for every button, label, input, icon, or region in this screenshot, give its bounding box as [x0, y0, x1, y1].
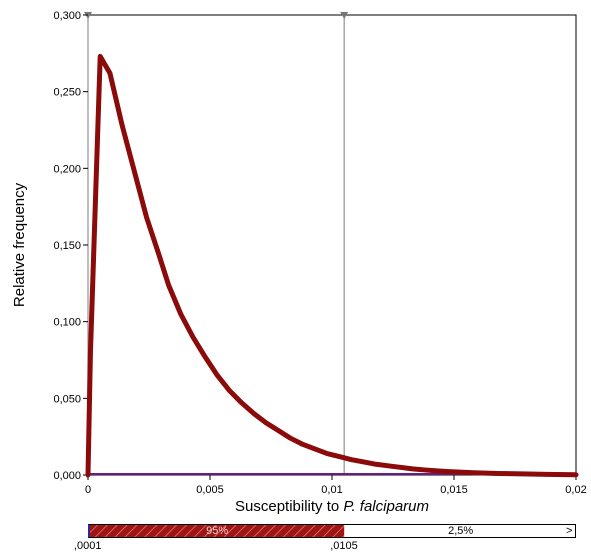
y-tick-label: 0,050 [53, 393, 81, 405]
marker-lines[interactable] [84, 12, 349, 475]
y-tick-label: 0,000 [53, 470, 81, 482]
y-axis-ticks: 0,000 0,050 0,100 0,150 0,200 0,250 0,300 [53, 10, 88, 482]
interval-band[interactable]: 95% 2,5% > [88, 524, 576, 538]
plot-frame [87, 14, 577, 476]
interval-upper-label: ,0105 [330, 540, 358, 552]
x-axis-label: Susceptibility to P. falciparum [235, 498, 429, 515]
x-axis-ticks: 0 0,005 0,01 0,015 0,02 [85, 475, 587, 496]
y-tick-label: 0,100 [53, 317, 81, 329]
x-tick-label: 0 [85, 484, 91, 496]
interval-right-percent: 2,5% [448, 525, 474, 537]
interval-right-arrow: > [566, 525, 573, 537]
interval-lower-label: ,0001 [74, 540, 102, 552]
interval-inner-percent: 95% [206, 525, 229, 537]
series-line [85, 53, 579, 478]
chart: 0 0,005 0,01 0,015 0,02 0,000 0,050 0,100 0,150… [11, 10, 587, 515]
y-tick-label: 0,150 [53, 240, 81, 252]
x-tick-label: 0,01 [321, 484, 342, 496]
marker-handle[interactable] [340, 12, 349, 19]
x-axis-label-italic: P. falciparum [343, 498, 429, 515]
x-tick-label: 0,005 [196, 484, 224, 496]
y-axis-label: Relative frequency [11, 182, 28, 307]
y-tick-label: 0,200 [53, 163, 81, 175]
y-tick-label: 0,250 [53, 87, 81, 99]
y-tick-label: 0,300 [53, 10, 81, 22]
x-tick-label: 0,02 [565, 484, 586, 496]
band-hatched-fill [89, 525, 345, 537]
x-axis-label-prefix: Susceptibility to [235, 498, 343, 515]
x-tick-label: 0,015 [440, 484, 468, 496]
